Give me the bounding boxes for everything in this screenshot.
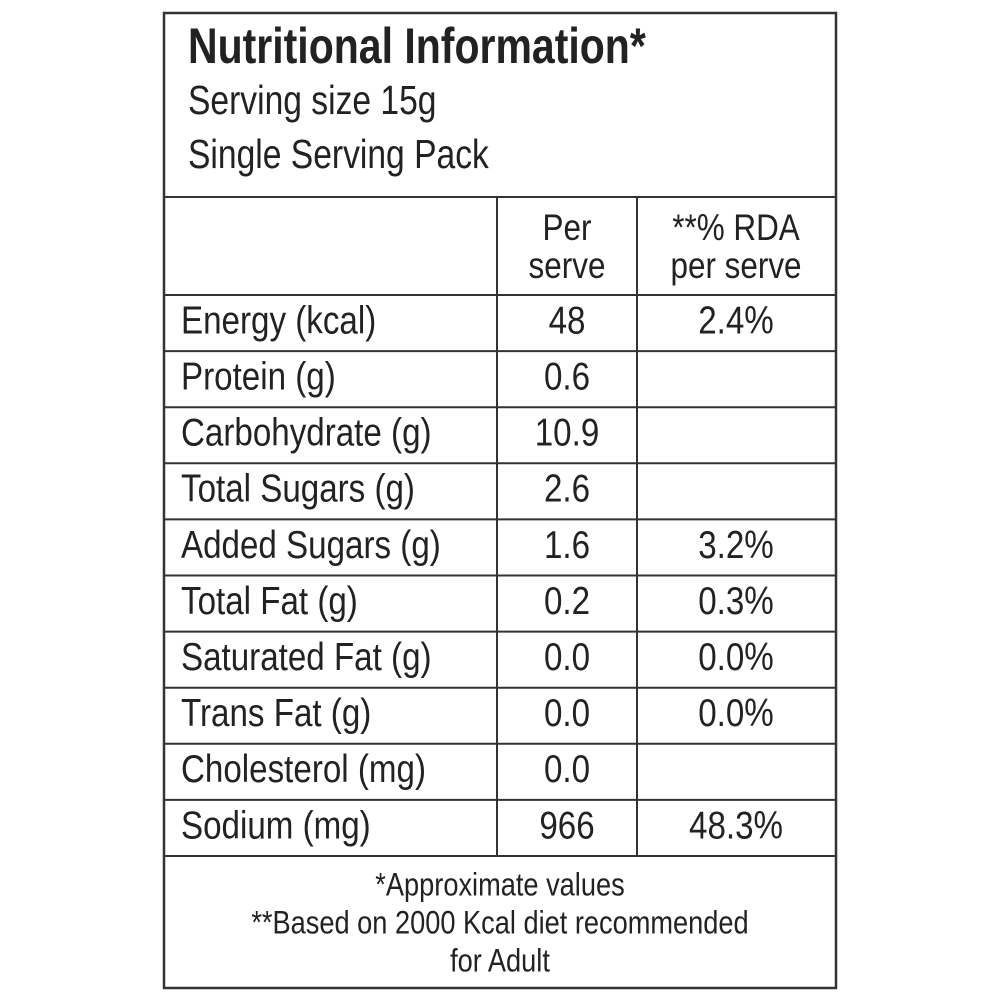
per-serve-value: 0.6 xyxy=(544,354,590,398)
nutrient-name: Cholesterol (mg) xyxy=(181,747,426,791)
nutrient-name: Protein (g) xyxy=(181,354,336,398)
footnote: for Adult xyxy=(450,943,550,979)
title: Nutritional Information* xyxy=(188,18,646,74)
per-serve-value: 1.6 xyxy=(544,522,590,566)
per-serve-value: 0.0 xyxy=(544,690,590,734)
nutrient-name: Total Sugars (g) xyxy=(181,466,415,510)
rda-value: 2.4% xyxy=(698,298,774,342)
per-serve-value: 10.9 xyxy=(535,410,600,454)
column-header: serve xyxy=(529,245,606,286)
footnote: *Approximate values xyxy=(375,867,624,903)
rda-value: 0.3% xyxy=(698,578,774,622)
per-serve-value: 966 xyxy=(539,803,594,847)
column-header: **% RDA xyxy=(672,207,800,248)
nutrient-name: Carbohydrate (g) xyxy=(181,410,432,454)
nutrient-name: Energy (kcal) xyxy=(181,298,376,342)
per-serve-value: 48 xyxy=(549,298,586,342)
footnote: **Based on 2000 Kcal diet recommended xyxy=(251,905,748,941)
per-serve-value: 2.6 xyxy=(544,466,590,510)
per-serve-value: 0.2 xyxy=(544,578,590,622)
per-serve-value: 0.0 xyxy=(544,634,590,678)
nutrient-name: Sodium (mg) xyxy=(181,803,371,847)
column-header: per serve xyxy=(670,245,801,286)
column-header: Per xyxy=(543,207,592,248)
label-border xyxy=(162,11,838,990)
per-serve-value: 0.0 xyxy=(544,747,590,791)
nutrient-name: Added Sugars (g) xyxy=(181,522,441,566)
rda-value: 0.0% xyxy=(698,690,774,734)
rda-value: 0.0% xyxy=(698,634,774,678)
nutrient-name: Trans Fat (g) xyxy=(181,690,371,734)
nutrient-name: Total Fat (g) xyxy=(181,578,358,622)
subtitle: Serving size 15g xyxy=(188,77,437,123)
rda-value: 3.2% xyxy=(698,522,774,566)
nutrient-name: Saturated Fat (g) xyxy=(181,634,432,678)
rda-value: 48.3% xyxy=(689,803,783,847)
subtitle: Single Serving Pack xyxy=(188,131,489,177)
